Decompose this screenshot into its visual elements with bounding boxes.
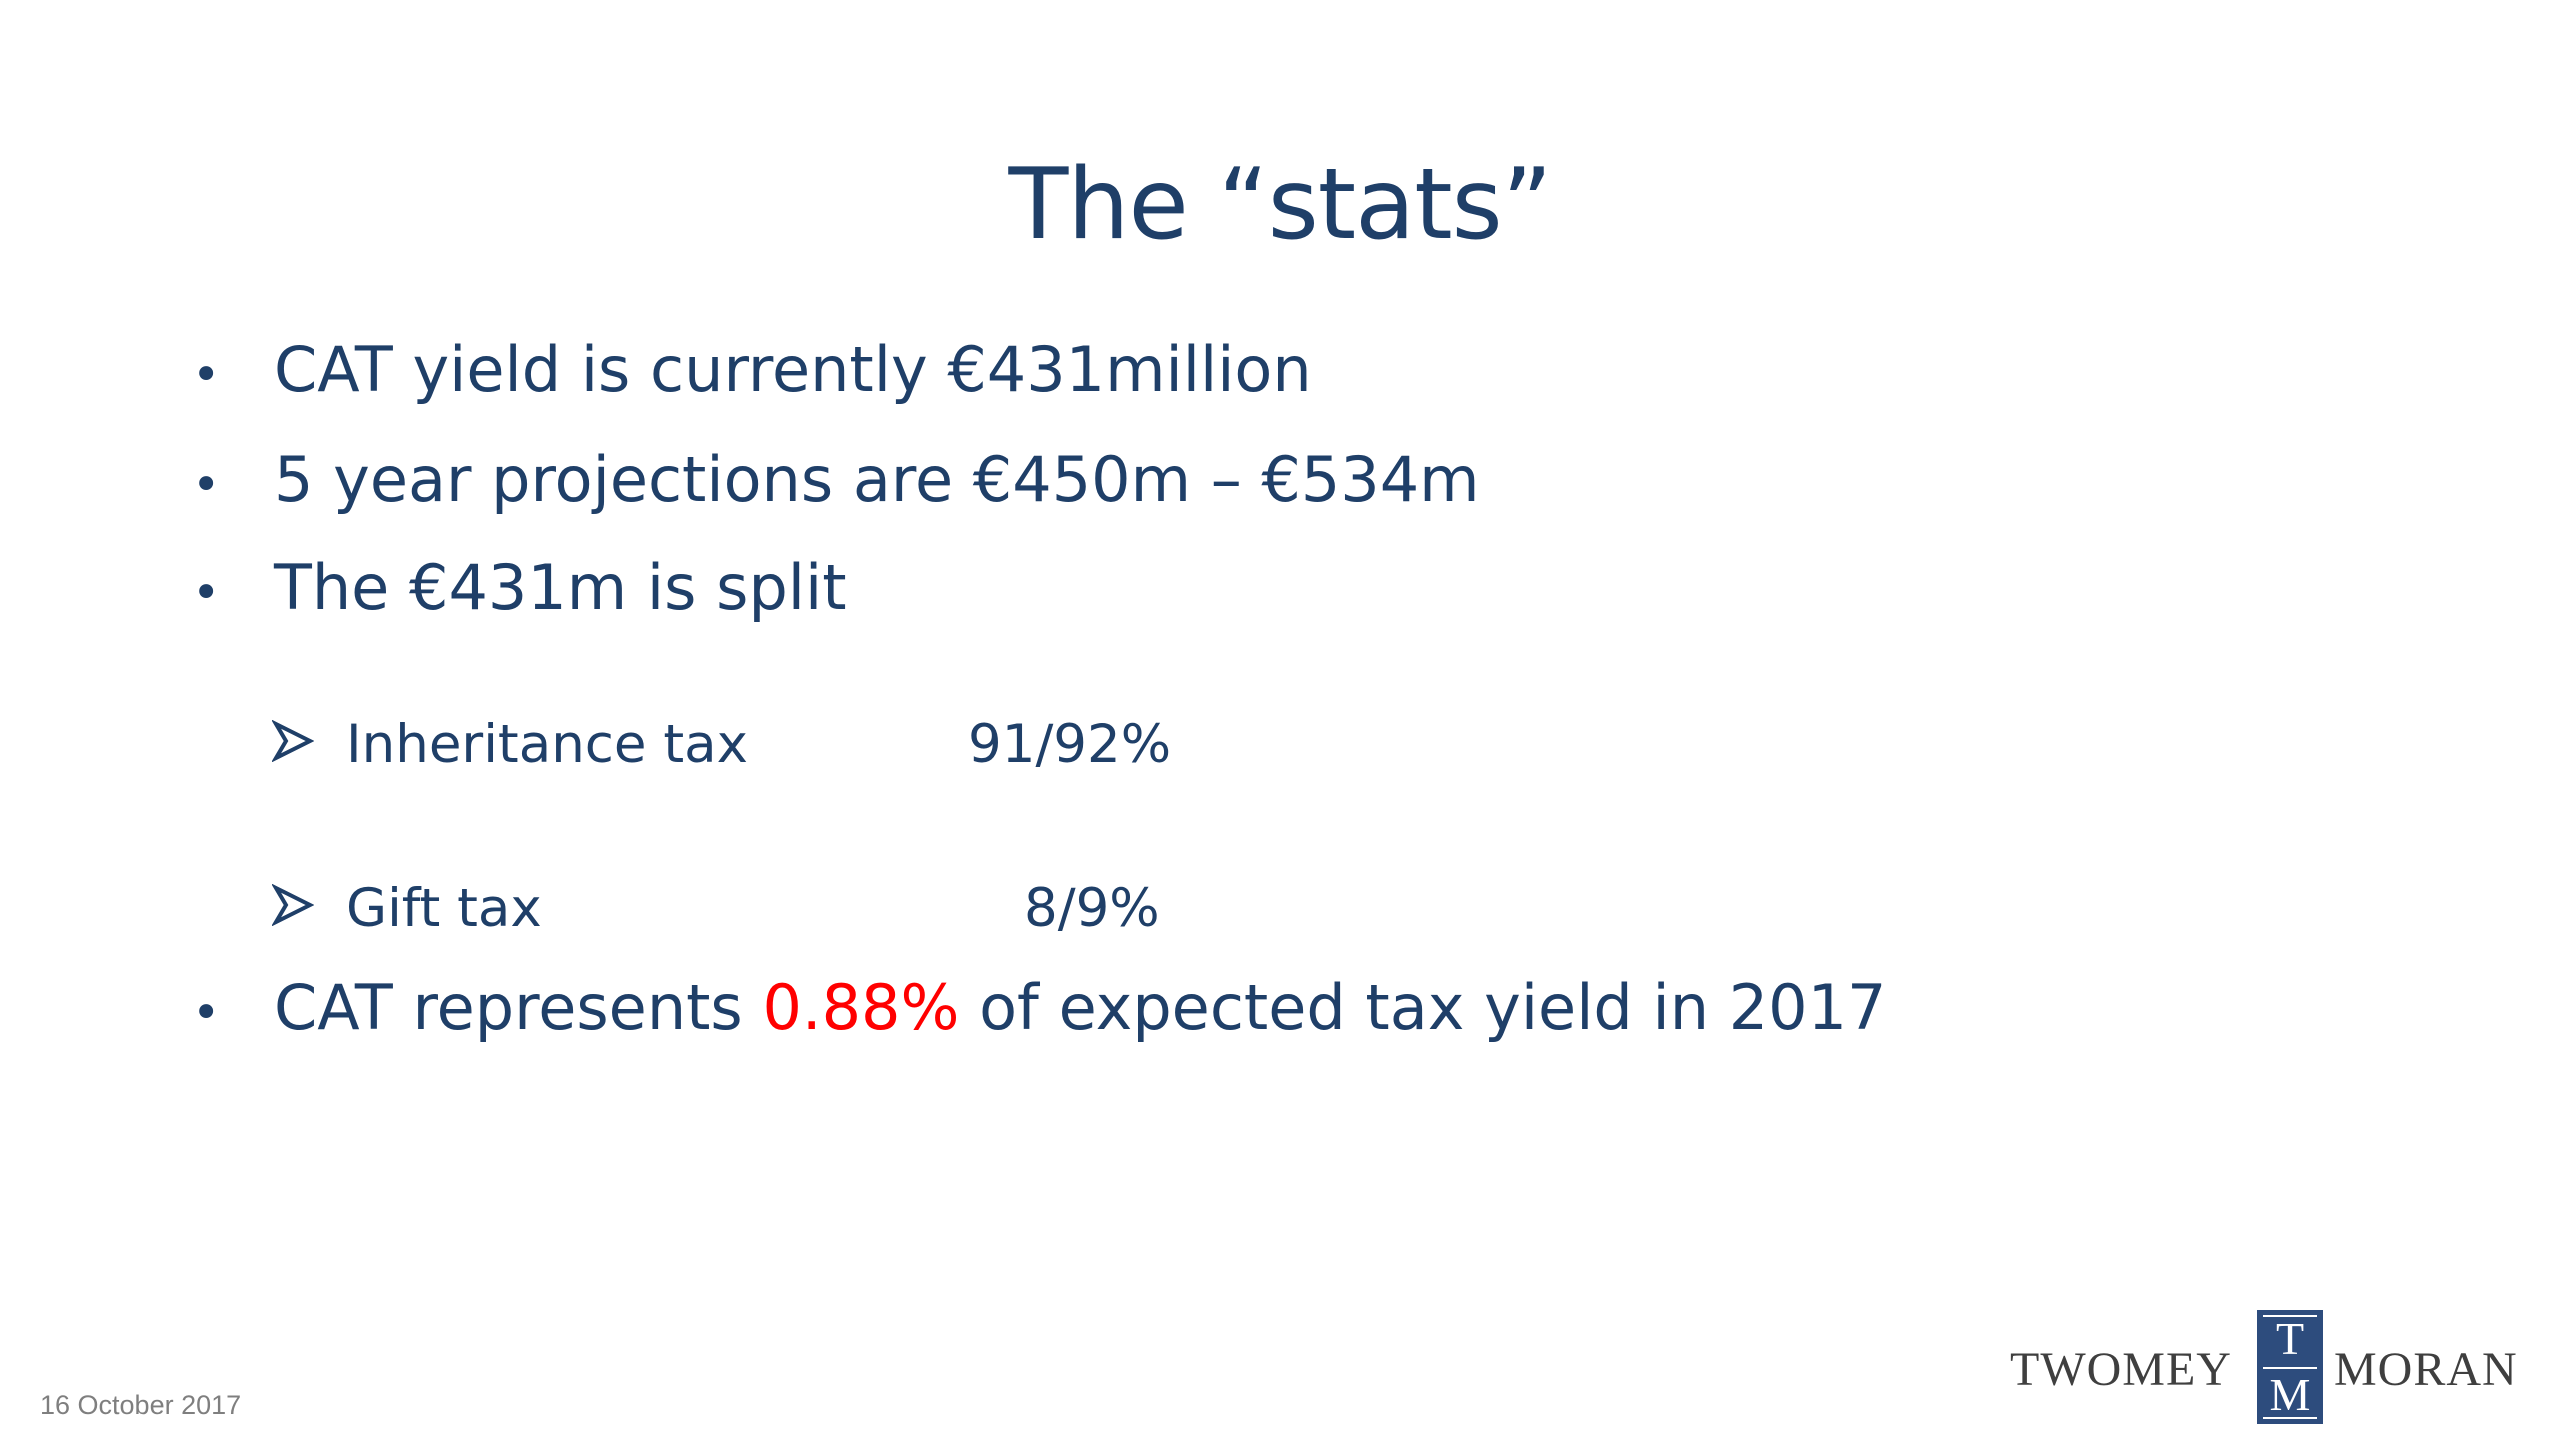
logo-monogram-icon: T M: [2257, 1310, 2323, 1424]
logo-monogram-bottom: M: [2269, 1369, 2311, 1420]
sub-bullet-value: 91/92%: [968, 714, 1172, 775]
bullet-item: • The €431m is split: [192, 548, 847, 633]
logo-left-word: TWOMEY: [2010, 1343, 2232, 1396]
bullet-text: CAT yield is currently €431million: [274, 333, 1312, 406]
arrowhead-icon: [272, 884, 346, 926]
slide-title: The “stats”: [1008, 148, 1553, 262]
bullet-item: • 5 year projections are €450m – €534m: [192, 440, 1480, 525]
highlighted-percentage: 0.88%: [762, 971, 960, 1044]
footer-date: 16 October 2017: [40, 1390, 242, 1420]
logo-monogram-top: T: [2275, 1313, 2305, 1364]
bullet-text-part: CAT represents: [274, 971, 763, 1044]
arrowhead-icon: [272, 720, 346, 762]
sub-bullet-item: Inheritance tax 91/92%: [272, 710, 1272, 780]
logo-rule: [2263, 1315, 2317, 1317]
logo-rule: [2263, 1417, 2317, 1419]
bullet-marker: •: [192, 457, 221, 513]
sub-bullet-label: Gift tax: [346, 878, 542, 939]
bullet-marker: •: [192, 347, 221, 403]
bullet-marker: •: [192, 985, 221, 1041]
bullet-text: The €431m is split: [274, 551, 847, 624]
bullet-text: 5 year projections are €450m – €534m: [274, 443, 1480, 516]
sub-bullet-value: 8/9%: [1024, 878, 1160, 939]
sub-bullet-item: Gift tax 8/9%: [272, 874, 1272, 944]
sub-bullet-label: Inheritance tax: [346, 714, 749, 775]
bullet-item: • CAT represents 0.88% of expected tax y…: [192, 968, 1887, 1053]
logo-right-word: MORAN: [2334, 1343, 2518, 1396]
logo-rule: [2263, 1367, 2317, 1369]
bullet-item: • CAT yield is currently €431million: [192, 330, 1312, 415]
company-logo: TWOMEY T M MORAN: [2010, 1310, 2530, 1425]
bullet-marker: •: [192, 565, 221, 621]
bullet-text-part: of expected tax yield in 2017: [959, 971, 1887, 1044]
bullet-text: CAT represents 0.88% of expected tax yie…: [274, 968, 1887, 1048]
